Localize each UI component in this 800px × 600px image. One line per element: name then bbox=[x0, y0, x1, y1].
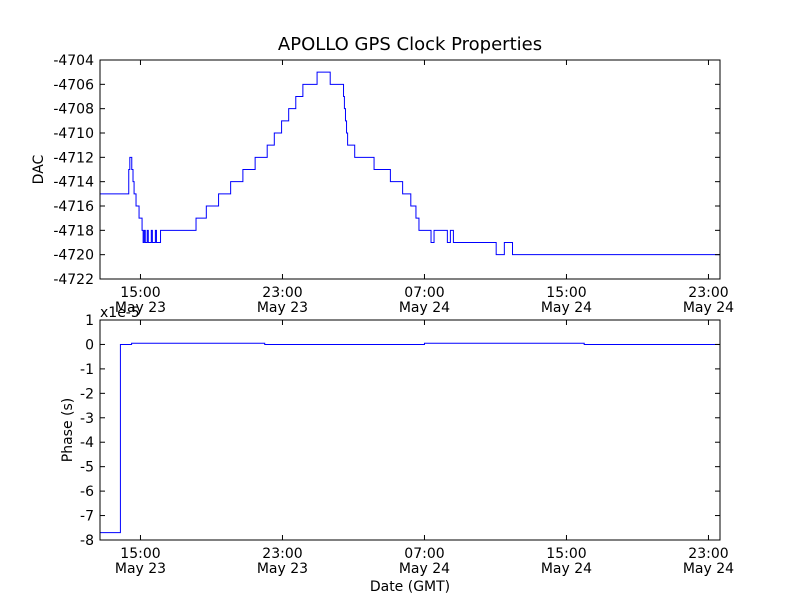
y-tick-label: -4720 bbox=[53, 248, 94, 264]
y-tick-label: 1 bbox=[85, 313, 94, 329]
x-tick-label-time: 23:00 bbox=[262, 285, 302, 301]
series-line-1 bbox=[100, 342, 720, 534]
x-tick-label-date: May 24 bbox=[541, 561, 592, 577]
x-tick-label-time: 23:00 bbox=[688, 546, 728, 562]
y-tick-label: -4722 bbox=[53, 272, 94, 288]
y-tick-label: -4714 bbox=[53, 175, 94, 191]
x-tick-label-time: 23:00 bbox=[688, 285, 728, 301]
y-axis-label: DAC bbox=[31, 154, 47, 184]
y-tick-label: -4706 bbox=[53, 77, 94, 93]
y-tick-label: -3 bbox=[80, 411, 94, 427]
y-tick-label: -6 bbox=[80, 484, 94, 500]
x-axis-label: Date (GMT) bbox=[370, 579, 450, 595]
y-multiplier-label: x1e-5 bbox=[100, 305, 140, 321]
series-line-1 bbox=[100, 71, 720, 256]
y-tick-label: -4718 bbox=[53, 223, 94, 239]
x-tick-label-date: May 24 bbox=[399, 561, 450, 577]
y-tick-label: -4712 bbox=[53, 150, 94, 166]
x-tick-label-time: 15:00 bbox=[546, 546, 586, 562]
plot-frame bbox=[99, 319, 721, 541]
x-tick-label-time: 15:00 bbox=[120, 285, 160, 301]
x-tick-label-date: May 24 bbox=[399, 300, 450, 316]
x-tick-label-date: May 24 bbox=[683, 300, 734, 316]
x-tick-label-time: 07:00 bbox=[404, 285, 444, 301]
x-tick-label-time: 23:00 bbox=[262, 546, 302, 562]
x-tick-label-date: May 23 bbox=[115, 561, 166, 577]
y-axis-label: Phase (s) bbox=[60, 398, 76, 462]
x-tick-label-date: May 24 bbox=[683, 561, 734, 577]
x-tick-label-time: 07:00 bbox=[404, 546, 444, 562]
x-tick-label-date: May 23 bbox=[257, 300, 308, 316]
y-tick-label: -4708 bbox=[53, 102, 94, 118]
x-tick-label-date: May 24 bbox=[541, 300, 592, 316]
y-tick-label: -8 bbox=[80, 533, 94, 549]
y-tick-label: -4716 bbox=[53, 199, 94, 215]
chart-title: APOLLO GPS Clock Properties bbox=[278, 34, 542, 55]
chart-panel-1: -4722 -4720 -4718 -4716 -4714 -4712 -4710 -4708… bbox=[31, 53, 734, 316]
y-tick-label: -2 bbox=[80, 386, 94, 402]
y-tick-label: -1 bbox=[80, 362, 94, 378]
y-tick-label: -7 bbox=[80, 509, 94, 525]
x-tick-label-date: May 23 bbox=[257, 561, 308, 577]
y-tick-label: -5 bbox=[80, 460, 94, 476]
y-tick-label: -4710 bbox=[53, 126, 94, 142]
x-tick-label-time: 15:00 bbox=[546, 285, 586, 301]
x-tick-label-time: 15:00 bbox=[120, 546, 160, 562]
y-tick-label: -4704 bbox=[53, 53, 94, 69]
y-tick-label: 0 bbox=[85, 337, 94, 353]
plot-frame bbox=[99, 59, 721, 280]
y-tick-label: -4 bbox=[80, 435, 94, 451]
x-tick-label-date: May 23 bbox=[115, 300, 166, 316]
